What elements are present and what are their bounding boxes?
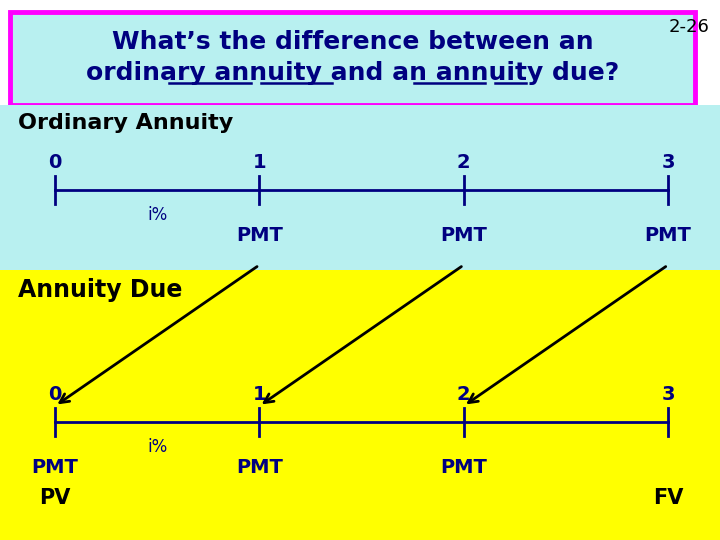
Text: PV: PV xyxy=(40,488,71,508)
Text: FV: FV xyxy=(653,488,683,508)
Text: 3: 3 xyxy=(661,385,675,404)
Text: 2: 2 xyxy=(457,385,470,404)
Text: PMT: PMT xyxy=(32,458,78,477)
Text: 2-26: 2-26 xyxy=(669,18,710,36)
Text: i%: i% xyxy=(147,206,167,224)
FancyBboxPatch shape xyxy=(10,12,695,105)
Text: 2: 2 xyxy=(457,153,470,172)
Text: Annuity Due: Annuity Due xyxy=(18,278,182,302)
Text: i%: i% xyxy=(147,438,167,456)
Bar xyxy=(0,105,720,270)
Bar xyxy=(0,270,720,540)
Text: What’s the difference between an: What’s the difference between an xyxy=(112,30,593,54)
Text: ordinary annuity and an annuity due?: ordinary annuity and an annuity due? xyxy=(86,61,619,85)
Text: 1: 1 xyxy=(253,153,266,172)
Text: Ordinary Annuity: Ordinary Annuity xyxy=(18,113,233,133)
Text: PMT: PMT xyxy=(644,226,691,245)
Text: 0: 0 xyxy=(48,153,62,172)
Text: 0: 0 xyxy=(48,385,62,404)
Text: 3: 3 xyxy=(661,153,675,172)
Text: PMT: PMT xyxy=(440,226,487,245)
Text: PMT: PMT xyxy=(236,226,283,245)
Text: PMT: PMT xyxy=(236,458,283,477)
Text: 1: 1 xyxy=(253,385,266,404)
Text: PMT: PMT xyxy=(440,458,487,477)
